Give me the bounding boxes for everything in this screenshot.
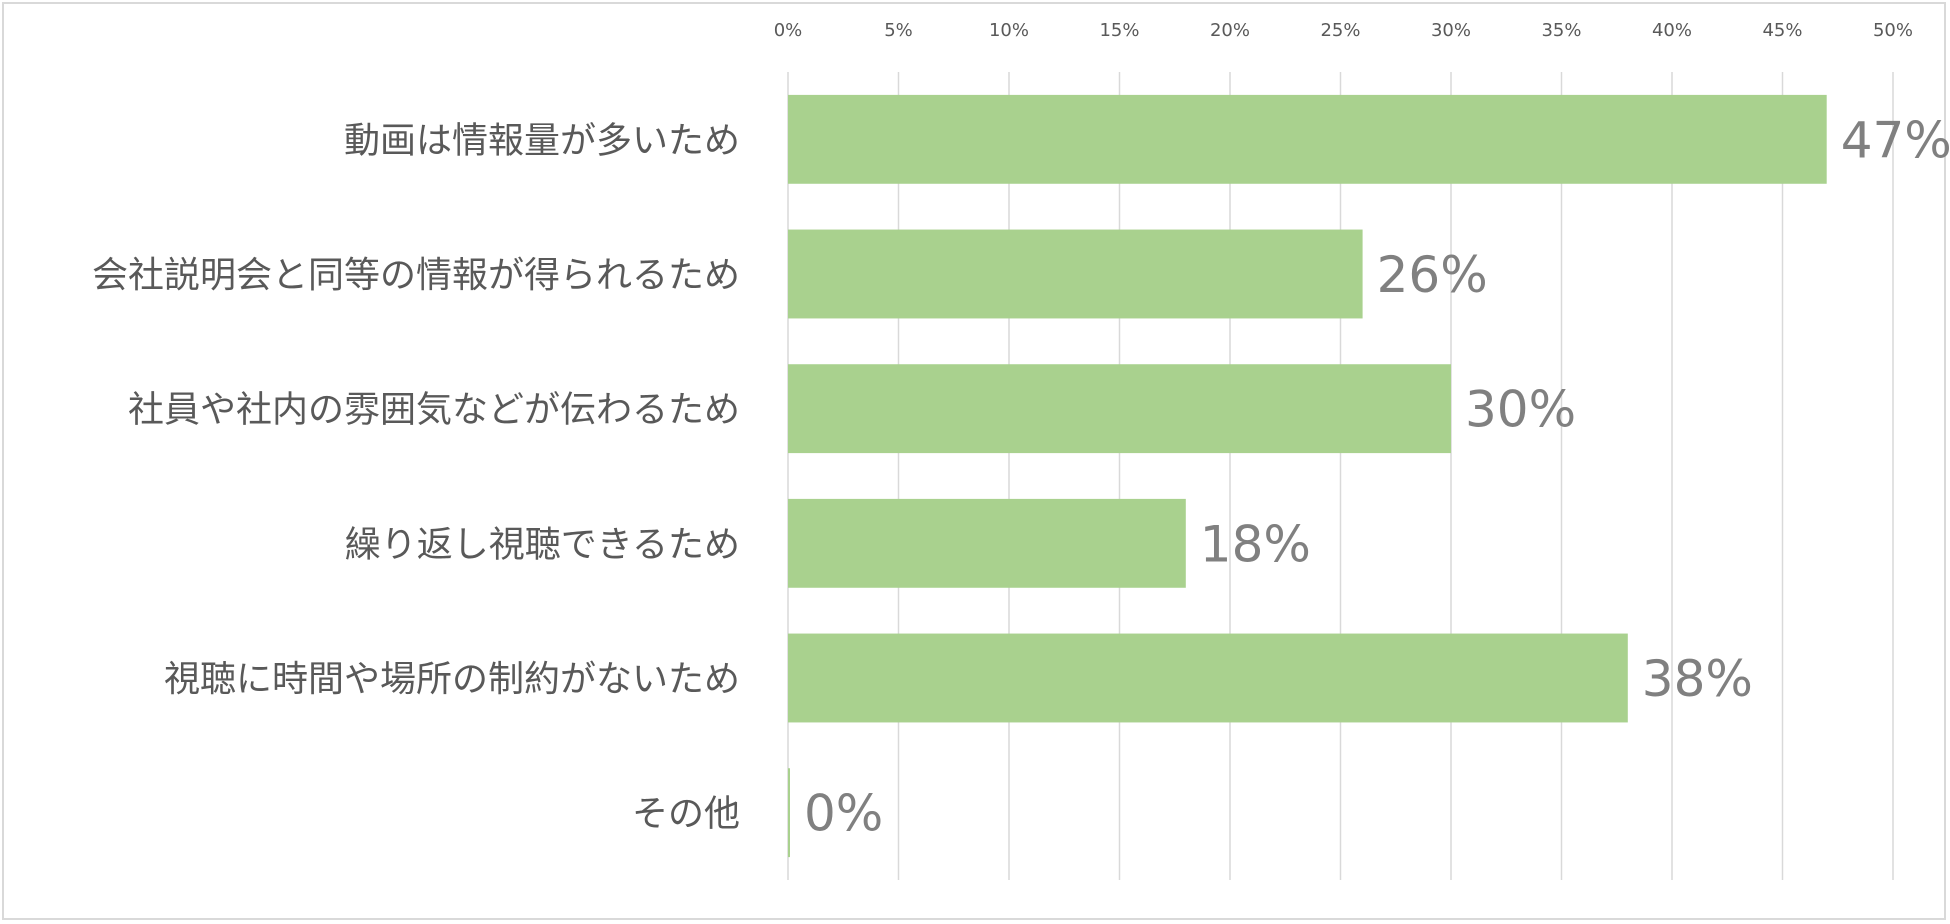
- x-axis-ticks: 0% 5% 10% 15% 20% 25% 30% 35% 40% 45% 50%: [774, 20, 1913, 41]
- bar: [788, 633, 1628, 723]
- category-label: 社員や社内の雰囲気などが伝わるため: [128, 390, 740, 431]
- category-labels: 動画は情報量が多いため会社説明会と同等の情報が得られるため社員や社内の雰囲気など…: [92, 120, 740, 834]
- data-label: 0%: [804, 785, 883, 843]
- x-tick-label: 10%: [989, 20, 1029, 41]
- data-label: 47%: [1841, 111, 1950, 169]
- data-label: 18%: [1200, 515, 1311, 573]
- data-labels: 47% 26% 30% 18% 38% 0%: [804, 111, 1950, 842]
- x-tick-label: 5%: [884, 20, 913, 41]
- x-tick-label: 15%: [1099, 20, 1139, 41]
- bar: [788, 94, 1827, 184]
- x-tick-label: 30%: [1431, 20, 1471, 41]
- bar: [788, 229, 1363, 319]
- data-label: 26%: [1377, 246, 1488, 304]
- gridlines: [787, 72, 1894, 880]
- x-tick-label: 25%: [1320, 20, 1360, 41]
- bars: [788, 94, 1827, 858]
- x-tick-label: 50%: [1873, 20, 1913, 41]
- category-label: 会社説明会と同等の情報が得られるため: [92, 255, 740, 296]
- x-tick-label: 35%: [1541, 20, 1581, 41]
- category-label: 繰り返し視聴できるため: [345, 524, 740, 565]
- bar: [788, 498, 1186, 588]
- bar: [788, 768, 790, 858]
- category-label: 動画は情報量が多いため: [344, 120, 740, 161]
- x-tick-label: 45%: [1762, 20, 1802, 41]
- x-tick-label: 40%: [1652, 20, 1692, 41]
- data-label: 30%: [1465, 381, 1576, 439]
- category-label: 視聴に時間や場所の制約がないため: [164, 659, 740, 700]
- category-label: その他: [632, 794, 740, 835]
- x-tick-label: 0%: [774, 20, 803, 41]
- data-label: 38%: [1642, 650, 1753, 708]
- x-tick-label: 20%: [1210, 20, 1250, 41]
- bar: [788, 364, 1451, 454]
